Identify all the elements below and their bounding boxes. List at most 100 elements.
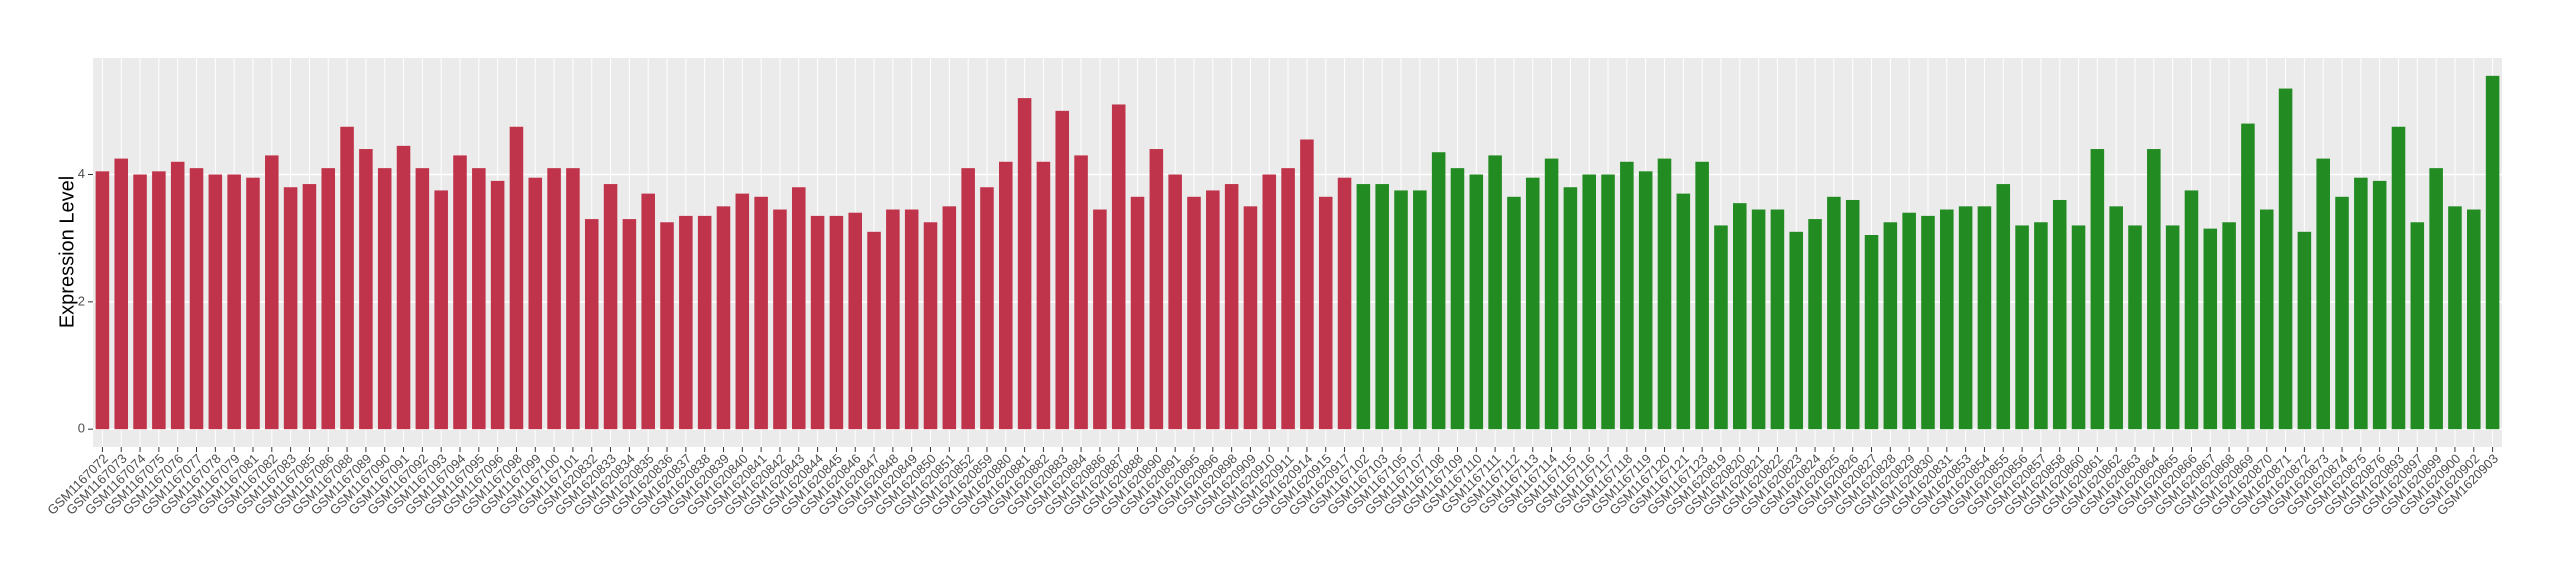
y-tick-label: 4: [78, 166, 85, 181]
bar: [1413, 190, 1427, 430]
bar: [2372, 180, 2387, 430]
bar: [1431, 152, 1446, 430]
y-tick-label: 2: [78, 293, 85, 308]
bar: [641, 193, 655, 430]
bar: [1789, 231, 1804, 430]
bar: [1375, 184, 1389, 430]
bar: [265, 155, 279, 430]
bar: [942, 206, 957, 430]
bar: [2128, 225, 2142, 430]
bar: [1356, 184, 1371, 430]
bar: [377, 168, 392, 430]
bar: [1695, 161, 1709, 430]
bar: [716, 206, 731, 430]
bar: [999, 161, 1013, 430]
bar: [980, 187, 994, 430]
bar: [1977, 206, 1992, 430]
bar: [1055, 110, 1070, 430]
bar: [584, 219, 599, 430]
bar: [735, 193, 750, 430]
bar: [886, 209, 900, 430]
bar: [697, 215, 712, 430]
bar: [340, 126, 354, 430]
bar: [810, 215, 825, 430]
bar: [2165, 225, 2180, 430]
bar: [2391, 126, 2406, 430]
bar: [1582, 174, 1596, 430]
bar: [302, 184, 317, 430]
bar: [1281, 168, 1295, 430]
bar: [1714, 225, 1728, 430]
y-tick-label: 0: [78, 421, 85, 436]
bar: [2297, 231, 2312, 430]
bar: [1733, 203, 1747, 430]
bar: [1563, 187, 1578, 430]
bar: [679, 215, 693, 430]
bar: [2034, 222, 2048, 430]
bar: [1770, 209, 1785, 430]
bar: [848, 212, 862, 430]
bar: [603, 184, 618, 430]
bar: [2052, 199, 2067, 430]
bar: [1130, 196, 1145, 430]
bar: [1751, 209, 1766, 430]
bar: [2335, 196, 2349, 430]
bar: [2410, 222, 2425, 430]
bar: [1450, 168, 1465, 430]
bar: [1074, 155, 1088, 430]
bar: [1300, 139, 1314, 430]
bar: [1620, 161, 1634, 430]
bar: [1657, 158, 1672, 430]
bar: [1394, 190, 1408, 430]
bar: [2147, 149, 2161, 430]
bar: [396, 145, 411, 430]
bar: [961, 168, 975, 430]
bar: [791, 187, 806, 430]
bar: [867, 231, 881, 430]
bar: [1883, 222, 1898, 430]
bar: [2203, 228, 2218, 430]
bar: [1638, 171, 1653, 430]
bar: [1187, 196, 1201, 430]
bar: [773, 209, 787, 430]
bar: [472, 168, 486, 430]
bar: [1921, 215, 1935, 430]
bar: [1902, 212, 1916, 430]
bar: [415, 168, 430, 430]
bar: [1488, 155, 1502, 430]
bar: [133, 174, 147, 430]
bar: [1469, 174, 1484, 430]
bar: [1168, 174, 1182, 430]
bar: [1958, 206, 1973, 430]
bar: [2466, 209, 2481, 430]
bar: [923, 222, 938, 430]
bar: [1111, 104, 1126, 430]
bar: [1337, 177, 1352, 430]
bar: [2015, 225, 2029, 430]
bar: [1827, 196, 1841, 430]
bar: [283, 187, 298, 430]
bar: [1601, 174, 1615, 430]
bar: [152, 171, 166, 430]
bar: [321, 168, 336, 430]
bar: [1525, 177, 1540, 430]
bar: [189, 168, 204, 430]
bar: [622, 219, 637, 430]
bar: [754, 196, 768, 430]
bar: [2109, 206, 2123, 430]
bar: [246, 177, 260, 430]
bar: [359, 149, 373, 430]
bar: [1017, 98, 1032, 430]
bar: [227, 174, 241, 430]
bar: [490, 180, 505, 430]
bar: [1243, 206, 1258, 430]
bar: [2090, 149, 2105, 430]
bar: [904, 209, 919, 430]
bar: [2354, 177, 2368, 430]
bar: [1507, 196, 1521, 430]
bar: [1318, 196, 1333, 430]
bar: [660, 222, 674, 430]
bar: [2429, 168, 2443, 430]
